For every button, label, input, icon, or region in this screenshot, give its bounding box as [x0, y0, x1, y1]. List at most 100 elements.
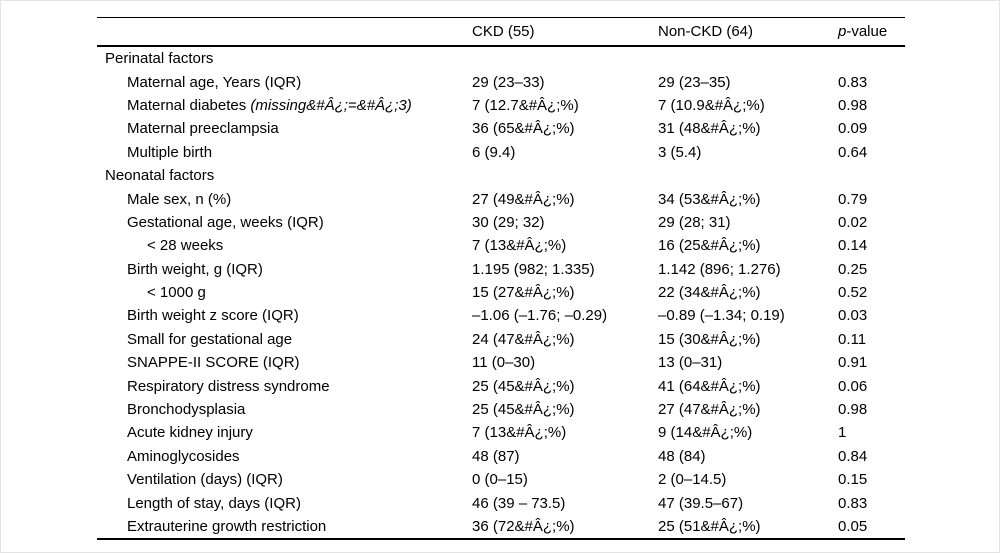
- nonckd-value-cell: [658, 164, 838, 187]
- p-value-cell: [838, 46, 905, 70]
- row-label: Bronchodysplasia: [127, 401, 246, 419]
- table-row: Birth weight z score (IQR) –1.06 (–1.76; …: [97, 304, 905, 327]
- table-row: Male sex, n (%) 27 (49&#Â¿;%) 34 (53&#Â¿;%…: [97, 187, 905, 210]
- table-row: Respiratory distress syndrome 25 (45&#Â¿;…: [97, 374, 905, 397]
- row-label: Extrauterine growth restriction: [127, 518, 327, 535]
- header-nonckd: Non-CKD (64): [658, 17, 838, 47]
- nonckd-value-cell: 16 (25&#Â¿;%): [658, 237, 761, 255]
- nonckd-value-cell: 29 (23–35): [658, 73, 731, 91]
- ckd-value-cell: 24 (47&#Â¿;%): [472, 330, 575, 348]
- p-value-cell: 0.05: [838, 518, 868, 535]
- p-value-cell: 0.64: [838, 143, 868, 161]
- ckd-value-cell: 30 (29; 32): [472, 213, 545, 231]
- ckd-value-cell: 1.195 (982; 1.335): [472, 260, 595, 278]
- table-header: CKD (55) Non-CKD (64) p-value: [97, 17, 905, 47]
- nonckd-value-cell: 22 (34&#Â¿;%): [658, 284, 761, 302]
- ckd-value-cell: 36 (65&#Â¿;%): [472, 120, 575, 138]
- row-label: Birth weight, g (IQR): [127, 260, 263, 278]
- section-row: Neonatal factors: [97, 164, 905, 187]
- nonckd-value-cell: 29 (28; 31): [658, 213, 731, 231]
- row-label: Length of stay, days (IQR): [127, 494, 301, 512]
- nonckd-value-cell: 2 (0–14.5): [658, 471, 727, 489]
- clinical-characteristics-table: CKD (55) Non-CKD (64) p-value Perinatal …: [97, 17, 905, 541]
- table-row: Length of stay, days (IQR) 46 (39 – 73.5)…: [97, 491, 905, 514]
- row-label: Small for gestational age: [127, 330, 293, 348]
- p-value-cell: 1: [838, 424, 847, 442]
- row-label: Ventilation (days) (IQR): [127, 471, 283, 489]
- nonckd-value-cell: 25 (51&#Â¿;%): [658, 518, 761, 535]
- ckd-value-cell: [472, 46, 658, 70]
- p-value-cell: 0.03: [838, 307, 868, 325]
- row-label: Acute kidney injury: [127, 424, 253, 442]
- row-label: Maternal preeclampsia: [127, 120, 279, 138]
- table-row: Maternal diabetes (missing&#Â¿;=&#Â¿;3) 7…: [97, 94, 905, 117]
- p-value-cell: 0.25: [838, 260, 868, 278]
- nonckd-value-cell: 41 (64&#Â¿;%): [658, 377, 761, 395]
- table-row: Extrauterine growth restriction 36 (72&#Â…: [97, 515, 905, 539]
- row-label: Aminoglycosides: [127, 447, 240, 465]
- ckd-value-cell: 7 (12.7&#Â¿;%): [472, 96, 579, 114]
- table-row: Maternal preeclampsia 36 (65&#Â¿;%) 31 (48…: [97, 117, 905, 140]
- table-row: Small for gestational age 24 (47&#Â¿;%) 15…: [97, 328, 905, 351]
- table-row: Maternal age, Years (IQR) 29 (23–33) 29 (2…: [97, 70, 905, 93]
- row-label: SNAPPE-II SCORE (IQR): [127, 354, 300, 372]
- ckd-value-cell: 6 (9.4): [472, 143, 516, 161]
- section-row: Perinatal factors: [97, 46, 905, 70]
- ckd-value-cell: 46 (39 – 73.5): [472, 494, 566, 512]
- ckd-value-cell: 0 (0–15): [472, 471, 528, 489]
- p-value-cell: 0.02: [838, 213, 868, 231]
- nonckd-value-cell: 48 (84): [658, 447, 706, 465]
- table-row: Birth weight, g (IQR) 1.195 (982; 1.335) 1…: [97, 258, 905, 281]
- nonckd-value-cell: 31 (48&#Â¿;%): [658, 120, 761, 138]
- p-value-cell: 0.98: [838, 96, 868, 114]
- nonckd-value-cell: 1.142 (896; 1.276): [658, 260, 781, 278]
- nonckd-value-cell: 9 (14&#Â¿;%): [658, 424, 753, 442]
- row-label: < 28 weeks: [147, 237, 224, 255]
- p-value-cell: 0.52: [838, 284, 868, 302]
- ckd-value-cell: 15 (27&#Â¿;%): [472, 284, 575, 302]
- p-value-rest: -value: [846, 23, 888, 40]
- ckd-value-cell: 25 (45&#Â¿;%): [472, 377, 575, 395]
- ckd-value-cell: 27 (49&#Â¿;%): [472, 190, 575, 208]
- header-p-value: p-value: [838, 17, 905, 47]
- row-label: Maternal age, Years (IQR): [127, 73, 302, 91]
- ckd-value-cell: 7 (13&#Â¿;%): [472, 237, 567, 255]
- p-value-cell: 0.83: [838, 494, 868, 512]
- header-ckd: CKD (55): [472, 17, 658, 47]
- p-value-cell: [838, 164, 905, 187]
- row-label: Birth weight z score (IQR): [127, 307, 299, 325]
- ckd-value-cell: 25 (45&#Â¿;%): [472, 401, 575, 419]
- clinical-table-container: CKD (55) Non-CKD (64) p-value Perinatal …: [97, 17, 905, 541]
- ckd-value-cell: 29 (23–33): [472, 73, 545, 91]
- ckd-value-cell: –1.06 (–1.76; –0.29): [472, 307, 608, 325]
- p-value-cell: 0.15: [838, 471, 868, 489]
- row-label: Respiratory distress syndrome: [127, 377, 330, 395]
- header-empty-cell: [97, 17, 472, 47]
- table-row: < 28 weeks 7 (13&#Â¿;%) 16 (25&#Â¿;%) 0.14: [97, 234, 905, 257]
- ckd-value-cell: 36 (72&#Â¿;%): [472, 518, 575, 535]
- row-label: Neonatal factors: [105, 167, 215, 185]
- row-label: Gestational age, weeks (IQR): [127, 213, 324, 231]
- row-label: Perinatal factors: [105, 50, 214, 68]
- table-row: Ventilation (days) (IQR) 0 (0–15) 2 (0–14.…: [97, 468, 905, 491]
- p-value-cell: 0.14: [838, 237, 868, 255]
- p-italic-letter: p: [838, 23, 847, 40]
- nonckd-value-cell: [658, 46, 838, 70]
- row-label: Male sex, n (%): [127, 190, 232, 208]
- ckd-value-cell: 11 (0–30): [472, 354, 536, 372]
- p-value-cell: 0.06: [838, 377, 868, 395]
- p-value-cell: 0.79: [838, 190, 868, 208]
- nonckd-value-cell: 13 (0–31): [658, 354, 723, 372]
- ckd-value-cell: 7 (13&#Â¿;%): [472, 424, 567, 442]
- table-row: Multiple birth 6 (9.4) 3 (5.4) 0.64: [97, 141, 905, 164]
- p-value-cell: 0.83: [838, 73, 868, 91]
- table-row: SNAPPE-II SCORE (IQR) 11 (0–30) 13 (0–31) 0…: [97, 351, 905, 374]
- table-body: Perinatal factors Maternal age, Years (IQ…: [97, 46, 905, 539]
- nonckd-value-cell: 34 (53&#Â¿;%): [658, 190, 761, 208]
- nonckd-value-cell: 47 (39.5–67): [658, 494, 744, 512]
- row-label: Multiple birth: [127, 143, 213, 161]
- p-value-cell: 0.11: [838, 330, 867, 348]
- nonckd-value-cell: 3 (5.4): [658, 143, 702, 161]
- p-value-cell: 0.98: [838, 401, 868, 419]
